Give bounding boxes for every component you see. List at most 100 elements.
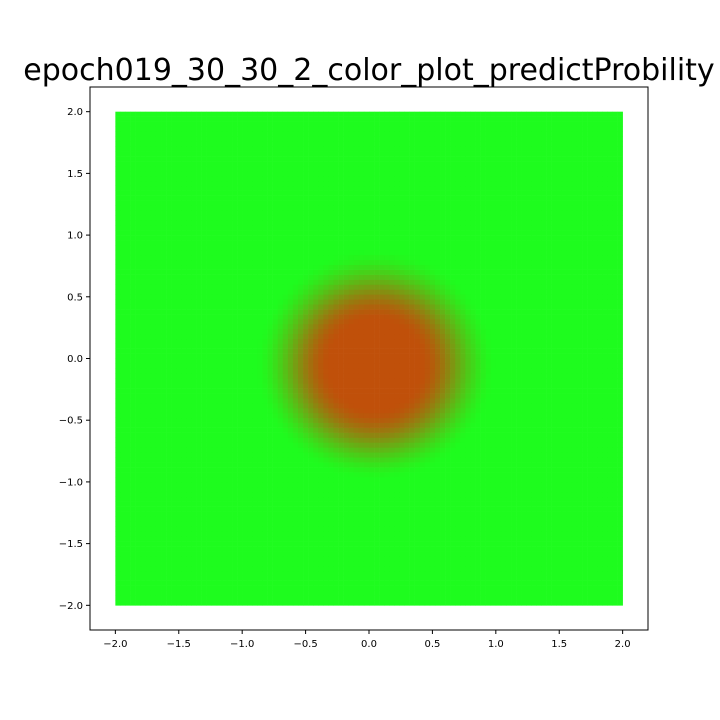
- heat-cell: [470, 358, 476, 364]
- heat-cell: [166, 427, 172, 433]
- heat-cell: [587, 402, 593, 409]
- heat-cell: [145, 412, 152, 419]
- heat-cell: [374, 585, 380, 591]
- heat-cell: [571, 511, 578, 517]
- heat-cell: [450, 417, 456, 423]
- heat-cell: [226, 560, 233, 567]
- heat-cell: [282, 585, 289, 591]
- heat-cell: [221, 496, 228, 502]
- heat-cell: [303, 417, 309, 423]
- heat-cell: [267, 600, 273, 606]
- heat-cell: [333, 536, 339, 542]
- heat-cell: [206, 541, 213, 547]
- heat-cell: [379, 427, 385, 433]
- heat-cell: [389, 555, 395, 562]
- heat-cell: [424, 442, 431, 448]
- heat-cell: [292, 600, 299, 606]
- heat-cell: [262, 427, 268, 433]
- heat-cell: [384, 388, 390, 394]
- heat-cell: [161, 551, 167, 557]
- heat-cell: [455, 407, 461, 414]
- heat-cell: [445, 570, 451, 576]
- heat-cell: [389, 595, 395, 601]
- heat-cell: [232, 496, 238, 502]
- heat-cell: [196, 546, 202, 552]
- heat-cell: [115, 546, 121, 552]
- heat-cell: [536, 486, 542, 493]
- heat-cell: [282, 486, 289, 493]
- heat-cell: [526, 437, 532, 443]
- heat-cell: [186, 546, 192, 552]
- heat-cell: [587, 526, 593, 532]
- heat-cell: [500, 452, 507, 458]
- heat-cell: [171, 393, 177, 399]
- heat-cell: [120, 526, 126, 532]
- heat-cell: [389, 393, 395, 399]
- heat-cell: [155, 481, 162, 488]
- heat-cell: [379, 442, 385, 448]
- heat-cell: [409, 595, 415, 601]
- heat-cell: [597, 442, 603, 448]
- heat-cell: [546, 417, 552, 423]
- heat-cell: [505, 526, 512, 532]
- heat-cell: [571, 570, 578, 576]
- heat-cell: [566, 590, 573, 596]
- heat-cell: [495, 600, 502, 606]
- heat-cell: [221, 516, 228, 522]
- heat-cell: [303, 407, 309, 414]
- heat-cell: [516, 575, 522, 581]
- heat-cell: [475, 388, 481, 394]
- heat-cell: [206, 501, 213, 507]
- heat-cell: [232, 393, 238, 399]
- heat-cell: [150, 462, 157, 468]
- heat-cell: [262, 472, 268, 478]
- heat-cell: [237, 536, 243, 542]
- heat-cell: [115, 437, 121, 443]
- heat-cell: [450, 397, 456, 404]
- heat-cell: [206, 437, 213, 443]
- heat-cell: [308, 476, 314, 483]
- heat-cell: [571, 472, 578, 478]
- heat-cell: [450, 358, 456, 364]
- heat-cell: [465, 541, 471, 547]
- heat-cell: [465, 407, 471, 414]
- heat-cell: [247, 432, 253, 438]
- heat-cell: [287, 585, 294, 591]
- heat-cell: [617, 501, 623, 507]
- heat-cell: [521, 560, 527, 567]
- heat-cell: [323, 481, 329, 488]
- heat-cell: [226, 536, 233, 542]
- heat-cell: [196, 383, 202, 389]
- heat-cell: [226, 555, 233, 562]
- heat-cell: [465, 402, 471, 409]
- heat-cell: [582, 531, 588, 537]
- heat-cell: [277, 531, 284, 537]
- heat-cell: [211, 457, 218, 463]
- heat-cell: [348, 555, 355, 562]
- heat-cell: [135, 570, 142, 576]
- heat-cell: [556, 546, 563, 552]
- heat-cell: [176, 511, 182, 517]
- heat-cell: [277, 496, 284, 502]
- heat-cell: [445, 521, 451, 527]
- heat-cell: [404, 457, 410, 463]
- heat-cell: [161, 590, 167, 596]
- heat-cell: [374, 383, 380, 389]
- heat-cell: [505, 501, 512, 507]
- heat-cell: [546, 437, 552, 443]
- heat-cell: [450, 481, 456, 488]
- heat-cell: [343, 506, 350, 512]
- heat-cell: [145, 555, 152, 562]
- heat-cell: [561, 467, 568, 473]
- heat-cell: [404, 358, 410, 364]
- heat-cell: [607, 412, 613, 419]
- heat-cell: [206, 467, 213, 473]
- heat-cell: [379, 393, 385, 399]
- heat-cell: [333, 585, 339, 591]
- heat-cell: [429, 373, 436, 379]
- heat-cell: [511, 541, 517, 547]
- heat-cell: [384, 506, 390, 512]
- heat-cell: [434, 541, 441, 547]
- heat-cell: [521, 551, 527, 557]
- heat-cell: [135, 560, 142, 567]
